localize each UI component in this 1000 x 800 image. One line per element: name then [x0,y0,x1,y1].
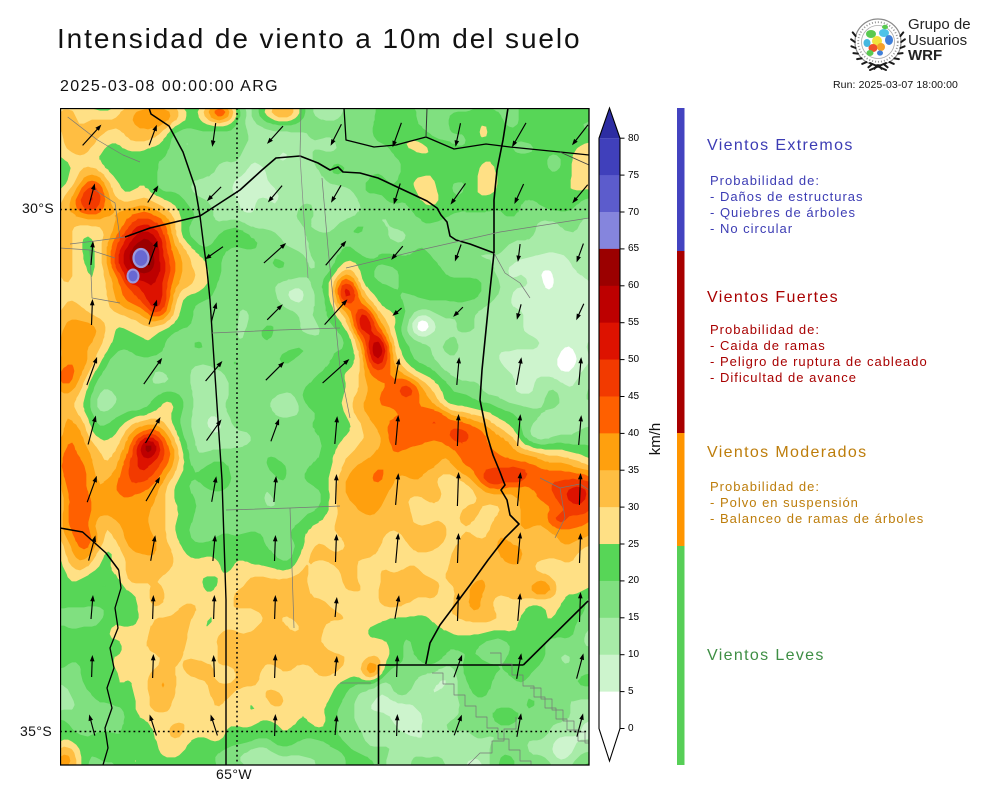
svg-text:km/h: km/h [647,423,664,456]
